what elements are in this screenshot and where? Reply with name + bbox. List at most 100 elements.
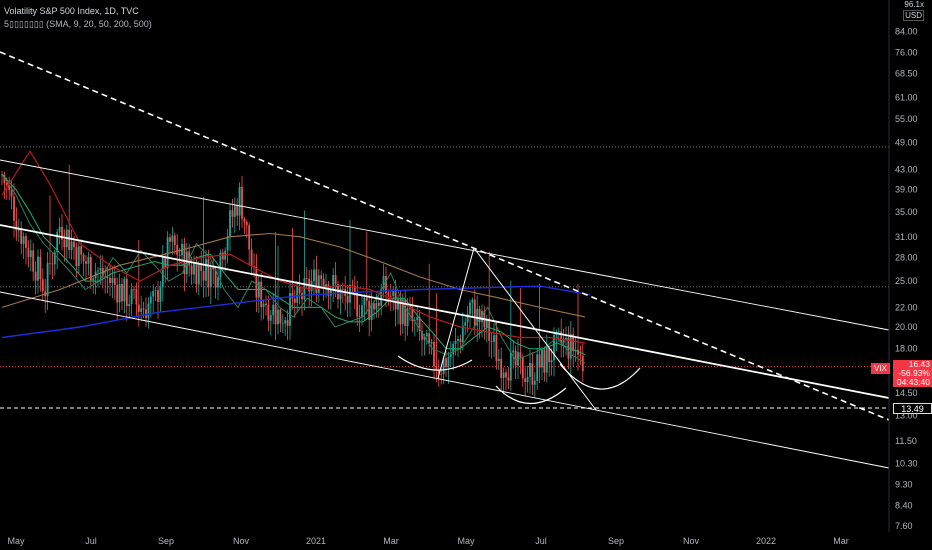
candle[interactable]	[437, 359, 440, 387]
candle[interactable]	[550, 348, 553, 376]
candle[interactable]	[152, 284, 155, 314]
candle[interactable]	[521, 354, 524, 387]
candle[interactable]	[409, 296, 411, 321]
candle[interactable]	[488, 251, 491, 357]
candle[interactable]	[17, 218, 20, 242]
candle[interactable]	[274, 232, 277, 341]
candle[interactable]	[373, 300, 375, 320]
candle[interactable]	[377, 296, 380, 318]
candle[interactable]	[25, 233, 27, 265]
candle[interactable]	[269, 310, 272, 336]
candle[interactable]	[207, 249, 210, 297]
candle[interactable]	[577, 283, 579, 371]
sma-50-line[interactable]	[1, 150, 586, 344]
candle[interactable]	[560, 318, 563, 358]
candle[interactable]	[255, 253, 258, 312]
candle[interactable]	[125, 273, 128, 321]
candle[interactable]	[320, 270, 323, 289]
candle[interactable]	[85, 254, 87, 281]
candle[interactable]	[37, 249, 39, 294]
candle[interactable]	[154, 287, 157, 302]
candle[interactable]	[572, 327, 575, 367]
candle[interactable]	[128, 294, 131, 318]
candle[interactable]	[298, 274, 301, 305]
dashed-trendline[interactable]	[0, 51, 890, 421]
candle[interactable]	[22, 232, 25, 260]
candle[interactable]	[497, 348, 500, 370]
candle[interactable]	[284, 317, 287, 337]
candle[interactable]	[130, 282, 133, 317]
candle[interactable]	[111, 267, 114, 299]
candle[interactable]	[15, 207, 18, 241]
candle[interactable]	[166, 231, 169, 280]
candle[interactable]	[541, 347, 543, 380]
candle[interactable]	[80, 239, 83, 264]
candle[interactable]	[425, 329, 428, 345]
candle[interactable]	[553, 327, 555, 377]
candle[interactable]	[433, 333, 435, 379]
candle[interactable]	[63, 229, 66, 262]
candle[interactable]	[238, 182, 241, 231]
candle[interactable]	[32, 242, 35, 281]
candle[interactable]	[140, 295, 143, 322]
candle[interactable]	[135, 282, 138, 318]
candle[interactable]	[277, 245, 279, 335]
candle[interactable]	[524, 367, 527, 397]
candle[interactable]	[507, 367, 510, 390]
candle[interactable]	[106, 267, 109, 294]
candle[interactable]	[41, 268, 44, 301]
candle[interactable]	[500, 347, 503, 392]
candle[interactable]	[250, 238, 253, 276]
candle[interactable]	[529, 349, 531, 394]
candle[interactable]	[289, 280, 291, 340]
candle[interactable]	[104, 265, 107, 294]
candle[interactable]	[265, 295, 267, 316]
candle[interactable]	[569, 320, 572, 374]
candle[interactable]	[495, 321, 498, 370]
candle[interactable]	[221, 248, 224, 271]
candle[interactable]	[20, 221, 23, 255]
candle[interactable]	[260, 272, 263, 321]
candle[interactable]	[365, 231, 368, 315]
candle[interactable]	[401, 293, 404, 334]
candle[interactable]	[526, 365, 529, 393]
candle[interactable]	[8, 176, 11, 201]
candle[interactable]	[416, 305, 419, 333]
candle[interactable]	[512, 339, 515, 369]
candle[interactable]	[382, 264, 385, 298]
candle[interactable]	[370, 292, 373, 332]
wedge-right-leg[interactable]	[473, 247, 597, 411]
candle[interactable]	[423, 333, 426, 356]
candle[interactable]	[334, 262, 337, 298]
channel-lower-line[interactable]	[0, 291, 890, 469]
candle[interactable]	[543, 346, 546, 382]
candle[interactable]	[82, 252, 85, 277]
candle[interactable]	[286, 309, 289, 341]
candle[interactable]	[363, 294, 366, 321]
candle[interactable]	[389, 284, 392, 311]
candle[interactable]	[241, 175, 243, 228]
candle[interactable]	[68, 164, 71, 259]
candle[interactable]	[445, 350, 447, 377]
candle[interactable]	[46, 251, 49, 311]
candle[interactable]	[459, 334, 462, 354]
candle[interactable]	[29, 239, 32, 272]
candle[interactable]	[169, 233, 171, 254]
candle[interactable]	[562, 328, 565, 358]
candle[interactable]	[77, 242, 80, 275]
candle[interactable]	[87, 251, 90, 276]
candle[interactable]	[411, 296, 414, 333]
candle[interactable]	[581, 343, 584, 382]
candle[interactable]	[281, 314, 284, 333]
candle[interactable]	[279, 307, 282, 333]
candle[interactable]	[447, 351, 450, 384]
indicator-legend[interactable]: 5▯▯▯▯▯▯▯ (SMA, 9, 20, 50, 200, 500)	[4, 19, 152, 29]
candle[interactable]	[536, 347, 539, 390]
candle[interactable]	[173, 232, 176, 255]
candle[interactable]	[58, 217, 61, 245]
sma-500-line[interactable]	[1, 285, 591, 339]
candle[interactable]	[538, 283, 541, 384]
candle[interactable]	[217, 269, 219, 301]
candle[interactable]	[116, 277, 119, 320]
